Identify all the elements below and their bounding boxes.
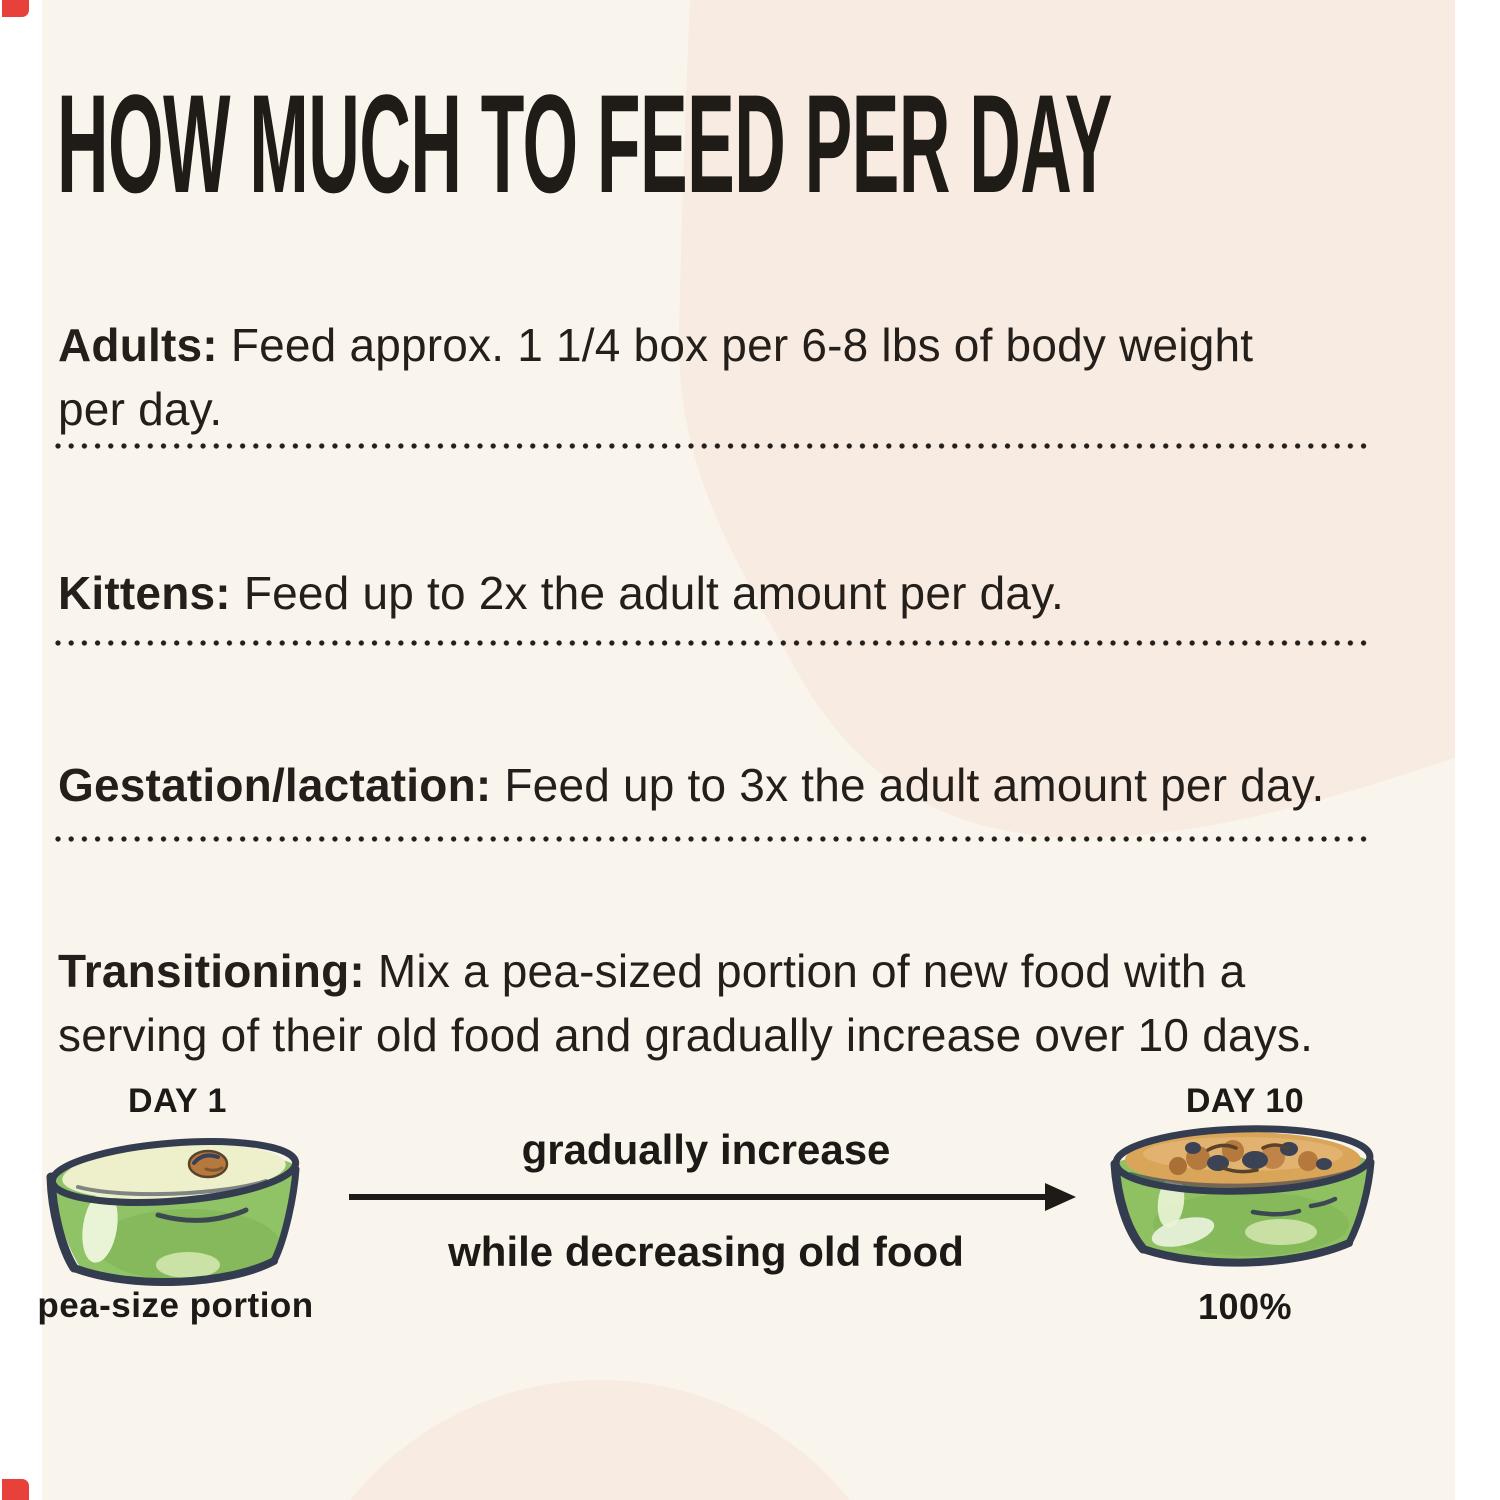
day10-label: DAY 10 bbox=[1185, 1082, 1305, 1120]
section-adults: Adults: Feed approx. 1 1/4 box per 6-8 l… bbox=[58, 313, 1358, 441]
section-kittens-label: Kittens: bbox=[58, 567, 231, 619]
kibble-piece-icon bbox=[187, 1149, 229, 1179]
day1-label: DAY 1 bbox=[128, 1082, 227, 1120]
arrow-bottom-label: while decreasing old food bbox=[448, 1228, 964, 1275]
section-transitioning-label: Transitioning: bbox=[58, 945, 365, 997]
section-adults-text: Feed approx. 1 1/4 box per 6-8 lbs of bo… bbox=[58, 319, 1254, 435]
section-transitioning-text: Mix a pea-sized portion of new food with… bbox=[58, 945, 1314, 1061]
transition-arrow-icon bbox=[349, 1183, 1076, 1211]
dotted-divider-1 bbox=[55, 443, 1371, 449]
day1-caption: pea-size portion bbox=[37, 1286, 314, 1325]
red-carousel-edge-bottom bbox=[2, 1479, 29, 1500]
section-transitioning: Transitioning: Mix a pea-sized portion o… bbox=[58, 939, 1423, 1067]
arrow-top-label: gradually increase bbox=[521, 1126, 891, 1173]
dotted-divider-3 bbox=[55, 836, 1371, 842]
section-kittens-text: Feed up to 2x the adult amount per day. bbox=[243, 567, 1064, 619]
day1-bowl-icon bbox=[46, 1138, 300, 1286]
section-gestation-text: Feed up to 3x the adult amount per day. bbox=[504, 759, 1325, 811]
day10-bowl-icon bbox=[1110, 1125, 1375, 1267]
section-gestation: Gestation/lactation: Feed up to 3x the a… bbox=[58, 753, 1398, 817]
peach-blob-top-right bbox=[678, 0, 1455, 838]
section-adults-label: Adults: bbox=[58, 319, 218, 371]
dotted-divider-2 bbox=[55, 640, 1371, 646]
section-kittens: Kittens: Feed up to 2x the adult amount … bbox=[58, 561, 1378, 625]
red-carousel-edge-top bbox=[2, 0, 29, 17]
page-title: HOW MUCH TO FEED PER DAY bbox=[57, 65, 1112, 222]
kibble-pile-icon bbox=[1169, 1140, 1332, 1175]
day10-caption: 100% bbox=[1197, 1286, 1293, 1327]
section-gestation-label: Gestation/lactation: bbox=[58, 759, 492, 811]
